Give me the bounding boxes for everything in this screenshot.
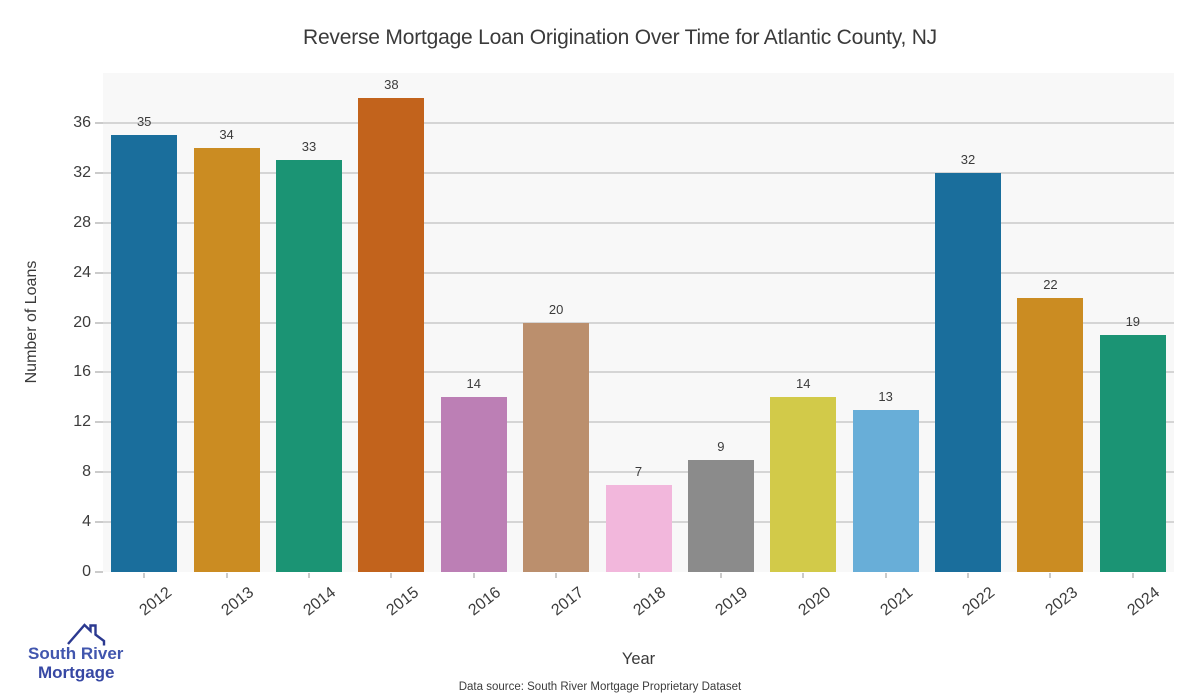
bar-value-label-2024: 19 [1125,313,1141,329]
x-tick-mark-2013 [225,573,228,578]
bar-value-label-2012: 35 [136,114,152,130]
x-tick-mark-2014 [307,573,310,578]
x-tick-label-text: 2014 [300,584,340,620]
bar-value-label-2021: 13 [878,388,893,404]
chart-title: Reverse Mortgage Loan Origination Over T… [302,26,937,49]
y-tick-mark-24 [95,271,103,274]
bar-value-label-2018: 7 [634,463,643,479]
bar-value-label-2023: 22 [1043,276,1058,292]
x-tick-mark-2024 [1131,573,1134,578]
bar-value-label-2014: 33 [301,139,317,155]
x-tick-mark-2022 [967,573,970,578]
y-tick-label-12: 12 [73,413,91,431]
y-tick-label-28: 28 [73,213,91,231]
x-tick-mark-2018 [637,573,640,578]
bar-2023 [1017,297,1084,572]
y-tick-label-16: 16 [73,363,91,381]
y-tick-mark-36 [95,121,103,124]
bar-value-label-2019: 9 [717,438,725,454]
y-tick-label-24: 24 [73,263,91,281]
y-tick-mark-4 [95,521,103,524]
x-tick-mark-2023 [1049,573,1052,578]
bar-2016 [440,397,507,572]
bar-2015 [358,97,425,572]
y-tick-mark-8 [95,471,103,474]
bar-value-label-2022: 32 [960,151,976,167]
x-tick-label-text: 2018 [630,584,669,620]
logo-text-line2: Mortgage [38,663,115,682]
x-tick-label-text: 2021 [877,584,917,620]
y-tick-label-36: 36 [73,113,91,131]
bar-value-label-2020: 14 [796,376,811,392]
y-tick-label-32: 32 [73,163,91,181]
x-tick-label-text: 2017 [548,584,587,620]
bar-value-label-2013: 34 [219,126,234,142]
bar-2021 [852,409,919,572]
y-tick-mark-12 [95,421,103,424]
x-tick-mark-2016 [472,573,475,578]
bar-2012 [111,135,178,572]
y-tick-mark-32 [95,171,103,174]
bar-2024 [1099,334,1166,572]
x-tick-mark-2019 [719,573,722,578]
x-tick-mark-2017 [555,573,558,578]
y-tick-mark-0 [95,571,103,573]
y-tick-mark-20 [95,321,103,324]
logo-text-line1: South River [28,644,124,663]
y-tick-label-8: 8 [82,463,91,481]
bar-value-label-2017: 20 [548,301,564,317]
x-axis-title: Year [621,650,656,668]
y-tick-label-20: 20 [73,313,91,331]
y-tick-mark-16 [95,371,103,374]
data-source-note: Data source: South River Mortgage Propri… [458,681,742,693]
x-tick-label-text: 2019 [712,584,752,620]
x-tick-mark-2021 [884,573,887,578]
y-tick-label-4: 4 [82,513,91,531]
x-tick-label-text: 2023 [1042,584,1081,620]
bar-2013 [193,147,260,572]
south-river-mortgage-logo: South River Mortgage [18,598,138,693]
bar-2014 [275,160,342,572]
x-tick-label-text: 2013 [218,584,258,620]
house-roof-icon [67,623,106,646]
x-tick-mark-2012 [143,573,146,578]
x-tick-label-text: 2020 [795,584,834,620]
x-tick-label-text: 2022 [959,584,999,620]
x-tick-label-text: 2012 [136,584,175,620]
bar-2019 [687,459,754,572]
bar-2022 [935,172,1002,572]
bar-value-label-2015: 38 [384,76,399,92]
x-tick-label-text: 2016 [465,584,505,620]
y-tick-label-0: 0 [82,563,91,580]
bar-2020 [770,397,837,572]
y-tick-mark-28 [95,221,103,224]
x-tick-label-text: 2024 [1124,584,1164,620]
x-tick-mark-2015 [390,573,393,578]
x-tick-mark-2020 [802,573,805,578]
x-tick-label-text: 2015 [383,584,422,620]
bar-2018 [605,484,672,572]
bar-2017 [523,322,590,572]
bar-value-label-2016: 14 [466,376,481,392]
